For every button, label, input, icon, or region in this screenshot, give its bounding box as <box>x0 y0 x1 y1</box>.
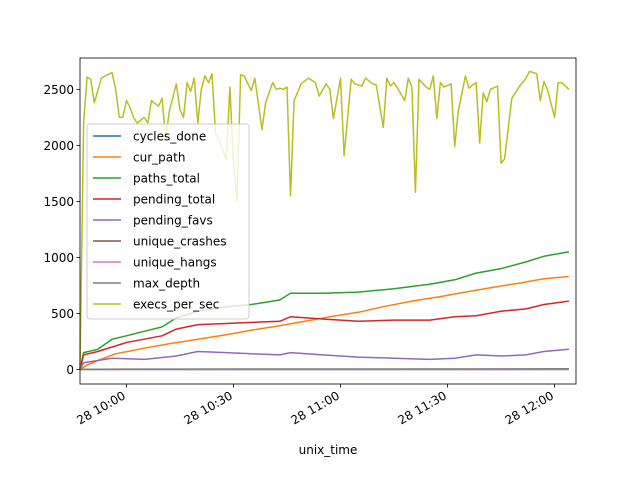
y-tick-label: 2500 <box>43 83 74 97</box>
legend: cycles_done cur_path paths_total pending_to… <box>86 123 250 320</box>
legend-label-cur_path: cur_path <box>133 151 185 165</box>
series-line-max_depth <box>79 368 569 371</box>
series-line-pending_total <box>79 300 570 370</box>
series-line-pending_favs <box>79 348 569 370</box>
y-tick-label: 0 <box>66 363 74 377</box>
y-tick-label: 1500 <box>43 195 74 209</box>
series-line-cur_path <box>79 275 569 371</box>
legend-label-paths_total: paths_total <box>133 172 200 186</box>
y-tick-label: 2000 <box>43 139 74 153</box>
legend-box <box>86 123 250 320</box>
legend-label-cycles_done: cycles_done <box>133 130 206 144</box>
legend-label-max_depth: max_depth <box>133 277 200 291</box>
legend-label-pending_favs: pending_favs <box>133 214 213 228</box>
legend-label-unique_hangs: unique_hangs <box>133 256 217 270</box>
y-tick-label: 500 <box>51 307 74 321</box>
y-tick-label: 1000 <box>43 251 74 265</box>
axes-frame <box>79 57 577 385</box>
x-axis-label: unix_time <box>299 443 358 457</box>
series-line-execs_per_sec <box>79 70 570 370</box>
series-line-paths_total <box>79 251 570 370</box>
legend-label-execs_per_sec: execs_per_sec <box>133 298 219 312</box>
legend-label-unique_crashes: unique_crashes <box>133 235 227 249</box>
series-lines <box>79 70 570 371</box>
legend-label-pending_total: pending_total <box>133 193 215 207</box>
